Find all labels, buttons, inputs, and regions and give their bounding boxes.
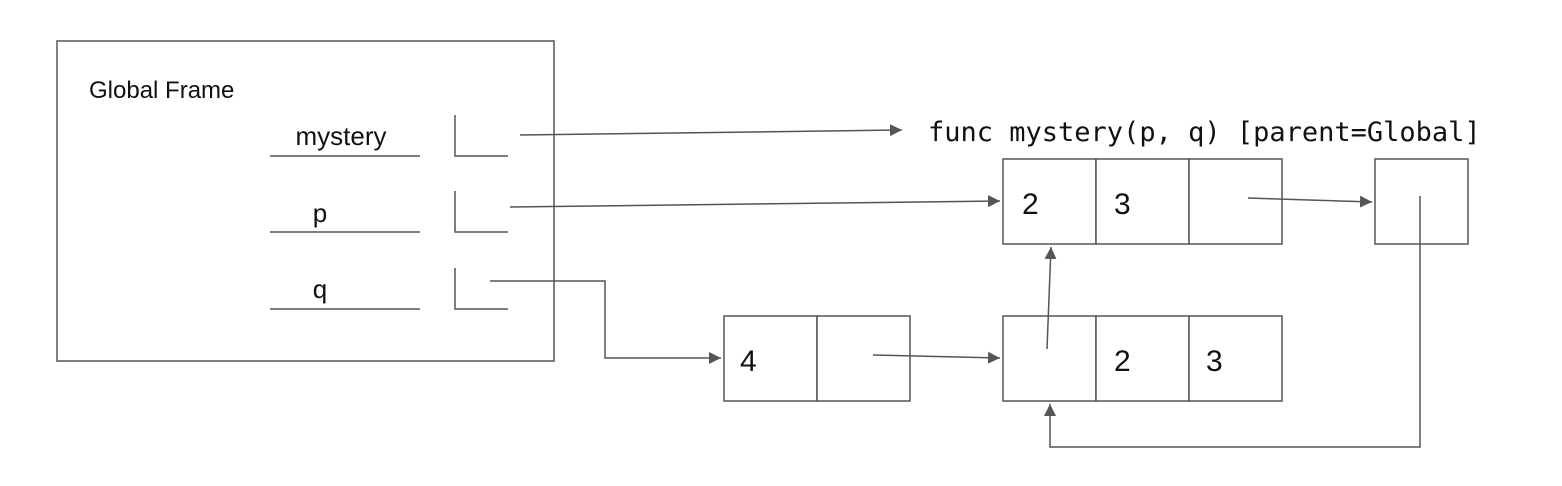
- pointer-slot: [454, 115, 508, 157]
- list-cell: [1095, 158, 1190, 245]
- variable-name-q: q: [313, 274, 327, 304]
- arrow-shared-first-to-p-list: [1044, 246, 1057, 350]
- variable-name-p: p: [313, 198, 327, 228]
- variable-name-mystery: mystery: [296, 121, 387, 151]
- arrow-q-rest-to-shared-list: [872, 351, 1001, 364]
- list-cell-value: 3: [1114, 188, 1131, 221]
- global-frame-box: [56, 40, 555, 362]
- arrow-q-to-list: [490, 280, 721, 364]
- list-cell: [723, 315, 818, 402]
- list-cell: [1188, 315, 1283, 402]
- arrow-mystery-to-function: [519, 124, 903, 137]
- arrow-tail-to-shared-list: [1044, 196, 1421, 448]
- list-cell: [1002, 158, 1097, 245]
- arrow-p-to-list: [509, 195, 1001, 208]
- variable-mystery: mystery: [270, 115, 508, 157]
- p-list: 2 3: [1002, 158, 1283, 245]
- list-cell-value: 4: [740, 345, 757, 378]
- global-frame-title: Global Frame: [89, 77, 234, 104]
- list-cell: [1095, 315, 1190, 402]
- pointer-slot: [454, 268, 508, 310]
- list-cell: [816, 315, 911, 402]
- list-cell: [1374, 158, 1469, 245]
- list-cell-value: 3: [1206, 345, 1223, 378]
- global-frame: Global Frame mystery p q: [56, 40, 555, 362]
- pointer-slot: [454, 191, 508, 233]
- function-object-label: func mystery(p, q) [parent=Global]: [928, 117, 1481, 148]
- p-tail-list: [1374, 158, 1469, 245]
- arrow-p-rest-to-tail: [1247, 195, 1373, 208]
- variable-p: p: [270, 191, 508, 233]
- list-cell-value: 2: [1114, 345, 1131, 378]
- variable-q: q: [270, 268, 508, 310]
- list-cell-value: 2: [1022, 188, 1039, 221]
- list-cell: [1188, 158, 1283, 245]
- q-list: 4: [723, 315, 911, 402]
- shared-list: 2 3: [1002, 315, 1283, 402]
- list-cell: [1002, 315, 1097, 402]
